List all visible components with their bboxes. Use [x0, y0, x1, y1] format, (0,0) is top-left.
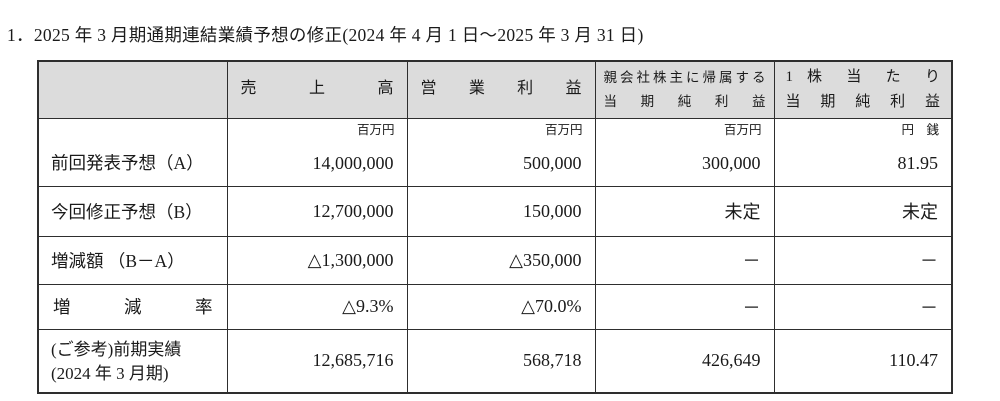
- table-row-change-rate: 増 減 率 △9.3% △70.0% － －: [37, 283, 953, 330]
- value-prior-net-income: 426,649: [594, 328, 775, 394]
- value-change-sales: △1,300,000: [226, 235, 408, 285]
- value-change-eps: －: [773, 235, 953, 285]
- value-prev-operating-profit: 500,000: [523, 152, 582, 173]
- col-header-sales: 売 上 高: [226, 60, 408, 119]
- value-revised-eps: 未定: [773, 185, 953, 237]
- table-row-change-amount: 増減額 （B－A） △1,300,000 △350,000 － －: [37, 235, 953, 285]
- row-label-previous-forecast: 前回発表予想（A）: [37, 117, 228, 187]
- value-prior-sales: 12,685,716: [226, 328, 408, 394]
- value-change-net-income: －: [594, 235, 775, 285]
- value-revised-sales: 12,700,000: [226, 185, 408, 237]
- row-label-change-rate: 増 減 率: [37, 283, 228, 330]
- row-label-revised-forecast: 今回修正予想（B）: [37, 185, 228, 237]
- value-change-rate-net-income: －: [594, 283, 775, 330]
- value-prev-eps: 81.95: [897, 152, 939, 173]
- col-header-net-income: 親会社株主に帰属する 当 期 純 利 益: [594, 60, 775, 119]
- col-header-blank: [37, 60, 228, 119]
- unit-label-eps: 円 銭: [901, 122, 939, 137]
- value-change-rate-operating-profit: △70.0%: [406, 283, 596, 330]
- cell-prev-net-income: 百万円 300,000: [594, 117, 775, 187]
- value-revised-operating-profit: 150,000: [406, 185, 596, 237]
- header-row: 売 上 高 営 業 利 益 親会社株主に帰属する 当 期 純 利 益 1 株 当…: [37, 60, 953, 119]
- row-label-prior-actual: (ご参考)前期実績 (2024 年 3 月期): [37, 328, 228, 394]
- unit-label-sales: 百万円: [356, 122, 395, 137]
- page-title: 1．2025 年 3 月期通期連結業績予想の修正(2024 年 4 月 1 日～…: [7, 25, 644, 45]
- value-prev-sales: 14,000,000: [312, 152, 394, 173]
- table-row-previous-forecast: 前回発表予想（A） 百万円 14,000,000 百万円 500,000 百万円…: [37, 117, 953, 187]
- table-row-revised-forecast: 今回修正予想（B） 12,700,000 150,000 未定 未定: [37, 185, 953, 237]
- value-change-rate-sales: △9.3%: [226, 283, 408, 330]
- unit-label-net-income: 百万円: [723, 122, 762, 137]
- cell-prev-operating-profit: 百万円 500,000: [406, 117, 596, 187]
- cell-prev-eps: 円 銭 81.95: [773, 117, 953, 187]
- value-change-rate-eps: －: [773, 283, 953, 330]
- value-prev-net-income: 300,000: [702, 152, 761, 173]
- value-change-operating-profit: △350,000: [406, 235, 596, 285]
- value-prior-operating-profit: 568,718: [406, 328, 596, 394]
- col-header-eps: 1 株 当 た り 当 期 純 利 益: [773, 60, 953, 119]
- col-header-operating-profit: 営 業 利 益: [406, 60, 596, 119]
- row-label-change-amount: 増減額 （B－A）: [37, 235, 228, 285]
- table-row-prior-actual: (ご参考)前期実績 (2024 年 3 月期) 12,685,716 568,7…: [37, 328, 953, 394]
- unit-label-operating-profit: 百万円: [544, 122, 583, 137]
- value-prior-eps: 110.47: [773, 328, 953, 394]
- cell-prev-sales: 百万円 14,000,000: [226, 117, 408, 187]
- earnings-forecast-table: 売 上 高 営 業 利 益 親会社株主に帰属する 当 期 純 利 益 1 株 当…: [37, 60, 953, 394]
- value-revised-net-income: 未定: [594, 185, 775, 237]
